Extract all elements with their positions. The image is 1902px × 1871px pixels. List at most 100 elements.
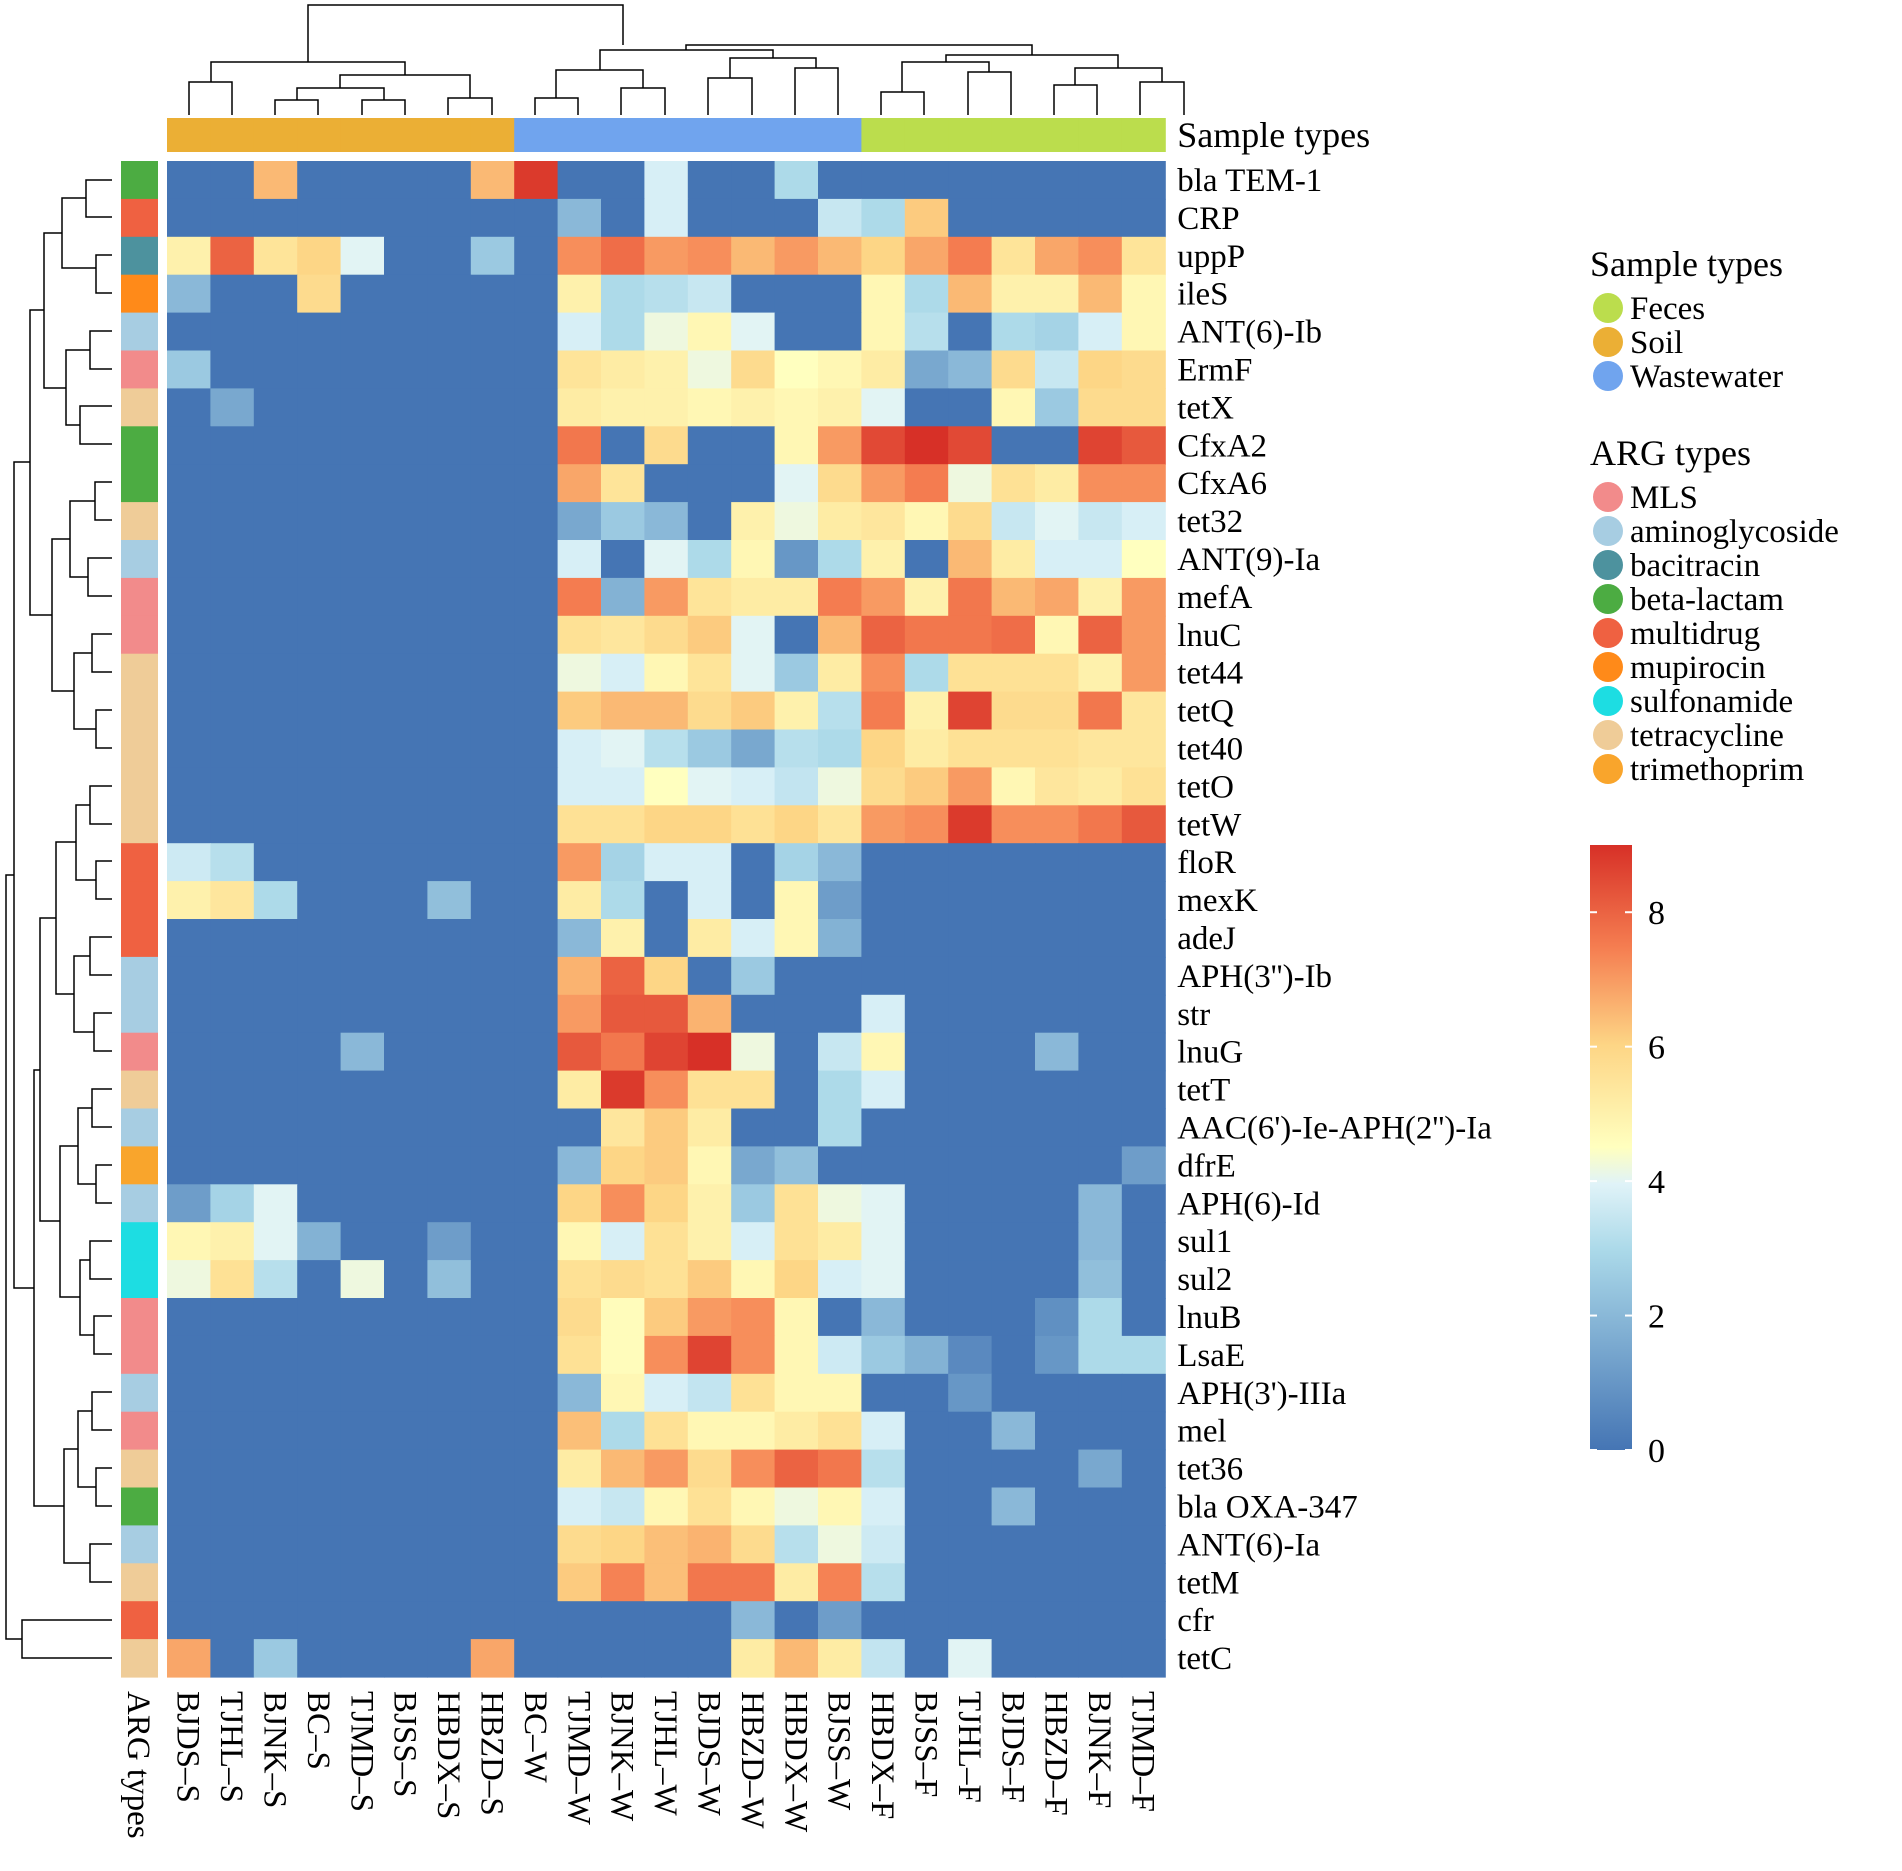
heatmap-cell <box>948 881 993 920</box>
heatmap-cell <box>687 540 732 579</box>
gene-label: tet36 <box>1177 1452 1243 1488</box>
heatmap-cell <box>948 1070 993 1110</box>
heatmap-cell <box>818 919 862 958</box>
heatmap-cell <box>340 1639 385 1678</box>
gene-label: mexK <box>1177 883 1258 919</box>
heatmap-cell <box>557 881 602 920</box>
heatmap-cell <box>687 1487 732 1526</box>
heatmap-cell <box>253 1335 298 1375</box>
heatmap-cell <box>1121 464 1166 503</box>
heatmap-cell <box>297 1298 342 1337</box>
sample-type-bar <box>1078 118 1123 152</box>
heatmap-cell <box>687 1601 732 1640</box>
heatmap-cell <box>514 502 559 541</box>
heatmap-cell <box>731 1146 776 1185</box>
heatmap-cell <box>991 956 1036 996</box>
arg-type-marker <box>121 956 158 996</box>
heatmap-cell <box>991 1639 1036 1678</box>
heatmap-cell <box>991 274 1036 314</box>
gene-label: bla OXA-347 <box>1177 1489 1358 1525</box>
heatmap-cell <box>731 919 776 958</box>
gene-label: tet40 <box>1177 731 1243 767</box>
heatmap-cell <box>427 1601 472 1640</box>
heatmap-cell <box>644 1335 689 1375</box>
heatmap-cell <box>210 881 255 920</box>
heatmap-cell <box>687 388 732 427</box>
heatmap-cell <box>210 1335 255 1375</box>
heatmap-cell <box>1078 1298 1123 1337</box>
column-dendrogram <box>188 4 1185 115</box>
heatmap-cell <box>991 653 1036 693</box>
heatmap-cell <box>861 1184 906 1223</box>
heatmap-cell <box>948 388 993 427</box>
sample-label: BJSS–W <box>821 1691 857 1811</box>
heatmap-cell <box>687 198 732 238</box>
heatmap-cell <box>340 1184 385 1223</box>
heatmap-cell <box>991 1487 1036 1526</box>
heatmap-cell <box>687 653 732 693</box>
heatmap-cell <box>1035 956 1079 996</box>
heatmap-cell <box>687 350 732 389</box>
heatmap-cell <box>253 653 298 693</box>
heatmap-cell <box>384 464 428 503</box>
heatmap-cell <box>297 691 342 731</box>
heatmap-cell <box>253 1070 298 1110</box>
heatmap-cell <box>991 1601 1036 1640</box>
heatmap-cell <box>861 274 906 314</box>
heatmap-cell <box>514 1639 559 1678</box>
heatmap-cell <box>470 464 515 503</box>
gene-label: AAC(6')-Ie-APH(2'')-Ia <box>1177 1110 1492 1146</box>
arg-type-marker <box>121 1108 158 1147</box>
heatmap-cell <box>774 994 819 1034</box>
gene-label: tetO <box>1177 769 1234 805</box>
sample-label: BJNK–W <box>604 1691 640 1822</box>
heatmap-cell <box>991 388 1036 427</box>
heatmap-cell <box>1121 502 1166 541</box>
gene-labels: bla TEM-1CRPuppPileSANT(6)-IbErmFtetXCfx… <box>1177 163 1492 1677</box>
heatmap-cell <box>167 1108 211 1147</box>
legend-item-label: tetracycline <box>1630 718 1784 754</box>
heatmap-cell <box>904 1487 949 1526</box>
heatmap-cell <box>470 1601 515 1640</box>
heatmap-cell <box>644 1449 689 1489</box>
heatmap-cell <box>253 198 298 238</box>
sample-type-bar <box>1121 118 1166 152</box>
heatmap-cell <box>340 1449 385 1489</box>
heatmap-cell <box>470 350 515 389</box>
heatmap-cell <box>1035 1298 1079 1337</box>
heatmap-cell <box>731 1108 776 1147</box>
heatmap-cell <box>687 843 732 882</box>
heatmap-cell <box>904 1070 949 1110</box>
arg-types-legend: ARG types MLSaminoglycosidebacitracinbeta… <box>1590 433 1839 788</box>
heatmap-cell <box>167 161 211 200</box>
heatmap-cell <box>774 502 819 541</box>
heatmap-cell <box>861 388 906 427</box>
heatmap-cell <box>774 805 819 844</box>
heatmap-cell <box>948 1601 993 1640</box>
heatmap-cell <box>470 577 515 617</box>
arg-type-marker <box>121 653 158 693</box>
heatmap-cell <box>470 1563 515 1602</box>
heatmap-cell <box>253 1373 298 1413</box>
heatmap-cell <box>687 729 732 768</box>
heatmap-cell <box>340 1525 385 1564</box>
heatmap-cell <box>167 1449 211 1489</box>
heatmap-cell <box>731 388 776 427</box>
heatmap-cell <box>731 1449 776 1489</box>
heatmap-cell <box>340 388 385 427</box>
heatmap-cell <box>644 502 689 541</box>
heatmap-cell <box>297 1487 342 1526</box>
heatmap-cell <box>557 956 602 996</box>
heatmap-cell <box>904 236 949 276</box>
heatmap-cell <box>1035 464 1079 503</box>
arg-type-marker <box>121 881 158 920</box>
heatmap-cell <box>297 198 342 238</box>
heatmap-cell <box>557 615 602 655</box>
heatmap-cell <box>557 1525 602 1564</box>
heatmap-cell <box>340 994 385 1034</box>
heatmap-cell <box>774 1184 819 1223</box>
heatmap-cell <box>557 729 602 768</box>
heatmap-cell <box>644 161 689 200</box>
heatmap-cell <box>1078 464 1123 503</box>
heatmap-cell <box>514 1184 559 1223</box>
